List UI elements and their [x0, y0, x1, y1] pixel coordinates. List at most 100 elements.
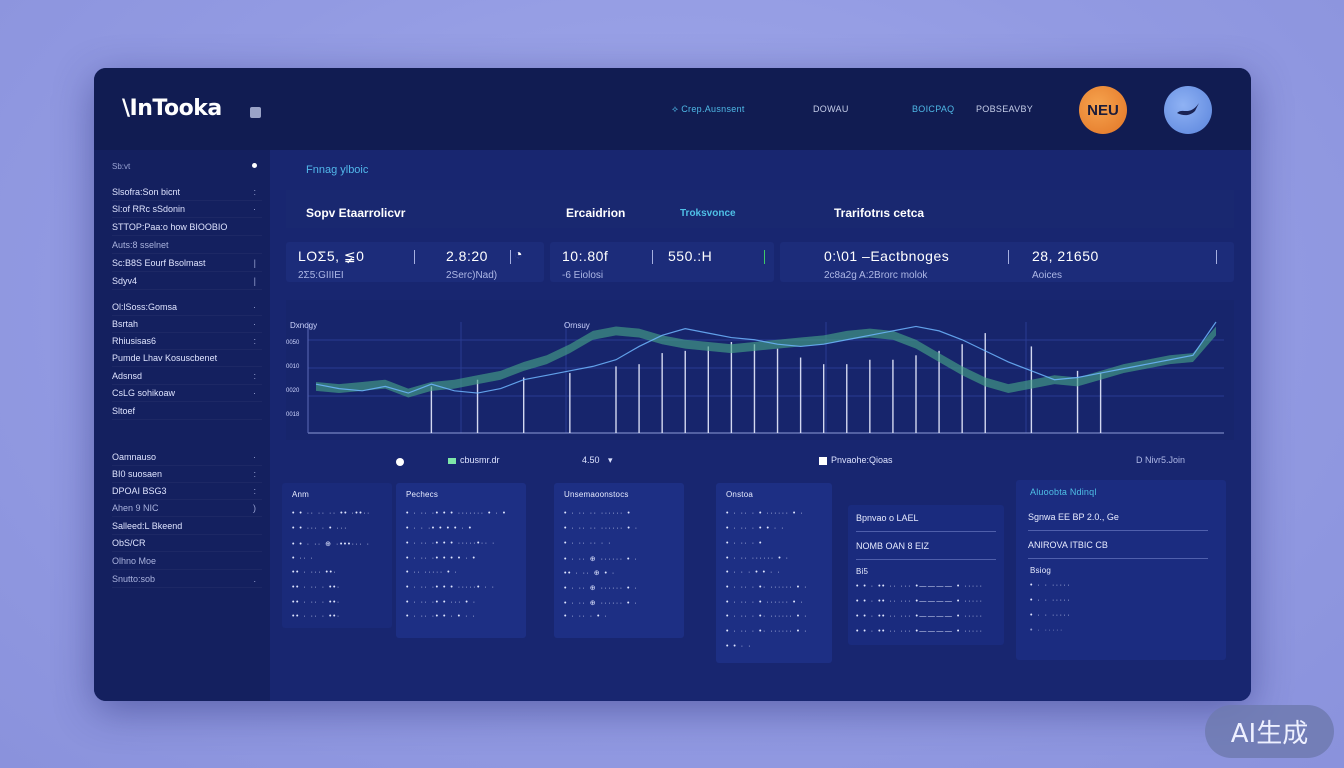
kpi-value: 10:.80f: [562, 248, 609, 264]
kpi-card[interactable]: 0:\01 –Eactbnoges 2c8a2g A:2Brorc molok …: [780, 242, 1234, 282]
card-row: •• · ··· ••·: [292, 569, 338, 576]
checkbox-icon: [819, 456, 827, 465]
main-content: Fnnag ylboic Sopv Etaarrolicvr Ercaidrio…: [270, 150, 1251, 701]
sidebar-item[interactable]: Sdyv4 |: [112, 276, 262, 290]
data-card[interactable]: Anm • • ·· ·· ·· •• ·••·· • • ··· · • ··…: [282, 483, 392, 628]
card-row: • · ·· ⊕ ······ • ·: [564, 600, 639, 607]
pulse-icon: ⟡: [672, 104, 679, 114]
sidebar-item[interactable]: Sl:of RRc sSdonin ·: [112, 204, 262, 218]
legend-swatch-icon: [448, 457, 456, 464]
date-label[interactable]: D Nivr5.Join: [1136, 455, 1186, 465]
value-select[interactable]: 4.50 ▾: [582, 455, 613, 465]
card-row: • · ·· ······ • ·: [726, 555, 790, 562]
svg-text:0020: 0020: [286, 388, 300, 394]
sidebar-item[interactable]: Auts:8 sselnet: [112, 240, 262, 254]
card-row: • • · ·· ⊕ ·•••··· ·: [292, 541, 371, 548]
sidebar-item[interactable]: Salleed:L Bkeend: [112, 521, 262, 535]
card-row: • • ·· ·· ·· •• ·••··: [292, 510, 371, 517]
gauge-icon: ◔: [514, 246, 523, 262]
card-row: • · ·· ·• • • ·····• · ·: [406, 584, 496, 591]
sidebar-item[interactable]: Ol:lSoss:Gomsa ·: [112, 302, 262, 316]
svg-text:0018: 0018: [286, 412, 300, 418]
sidebar-item[interactable]: Bsrtah ·: [112, 319, 262, 333]
kpi-card[interactable]: LOΣ5, ≨0 2Σ5:GIIIEI 2.8:20 2Serc)Nad) ◔: [286, 242, 544, 282]
card-row: • · ·· ⊕ ······ • ·: [564, 585, 639, 592]
card-row: • · ·· · •: [726, 540, 764, 547]
kpi-sub: Aoices: [1032, 270, 1063, 281]
card-row: • • · •• ·· ··· •———— • ·····: [856, 598, 984, 605]
sidebar-item[interactable]: CsLG sohikoaw ·: [112, 388, 262, 402]
avatar-user-blue[interactable]: [1164, 86, 1212, 134]
card-row: • ·· ·: [292, 555, 315, 562]
kpi-value: 0:\01 –Eactbnoges: [824, 248, 950, 264]
card-row: • · ·· ·• • • • · •: [406, 555, 477, 562]
app-logo[interactable]: \InTooka: [122, 96, 222, 121]
card-row: • · ·· ·• • · • · ·: [406, 613, 477, 620]
sidebar-status-dot: [252, 163, 257, 168]
sidebar-item[interactable]: Sltoef: [112, 406, 262, 420]
card-row: • ·· ····· • ·: [406, 569, 459, 576]
nav-item-1[interactable]: ⟡ Crep.Ausnsent: [672, 104, 745, 114]
card-row: • · ·· ·• • • ······· • · •: [406, 510, 507, 517]
nav-item-2[interactable]: DOWAU: [813, 104, 849, 114]
card-row: • • · •• ·· ··· •———— • ·····: [856, 583, 984, 590]
sidebar-item[interactable]: Ahen 9 NIC): [112, 503, 262, 517]
sidebar-item[interactable]: Rhiusisas6:: [112, 336, 262, 350]
card-title: Anm: [292, 490, 310, 499]
card-row: • · ·· · • ·: [564, 613, 609, 620]
nav-item-4[interactable]: POBSEAVBY: [976, 104, 1034, 114]
card-subtitle: Bi5: [856, 567, 869, 576]
checkbox-option[interactable]: Pnvaohe:Qioas: [819, 455, 893, 465]
kpi-sub: 2Serc)Nad): [446, 270, 498, 281]
sidebar-item[interactable]: Adsnsd:: [112, 371, 262, 385]
sidebar-item[interactable]: DPOAI BSG3:: [112, 486, 262, 500]
section-label: Fnnag ylboic: [306, 164, 369, 176]
sidebar-item[interactable]: Pumde Lhav Kosuscbenet: [112, 353, 262, 367]
divider: [414, 250, 415, 264]
card-row: • · · ·····: [1030, 612, 1072, 619]
sidebar-item[interactable]: ObS/CR: [112, 538, 262, 552]
kpi-header: Sopv Etaarrolicvr: [306, 206, 406, 220]
card-row: •• · ·· ⊕ • ·: [564, 570, 616, 577]
legend-item[interactable]: cbusmr.dr: [448, 455, 500, 465]
card-row: • · · ·• • • • · •: [406, 525, 473, 532]
sidebar-item[interactable]: Snutto:sob.: [112, 574, 262, 588]
price-chart[interactable]: Dxnogy Ornsuy 0050 0010 0020 0018: [286, 300, 1234, 440]
kpi-value: 28, 21650: [1032, 248, 1099, 264]
data-card[interactable]: Pechecs • · ·· ·• • • ······· • · • • · …: [396, 483, 526, 638]
data-card[interactable]: Unsemaoonstocs • · ·· ·· ······ • • · ··…: [554, 483, 684, 638]
trend-marker: [764, 250, 765, 264]
info-row: NOMB OAN 8 EIZ: [856, 541, 996, 560]
card-row: • • · ·: [726, 643, 752, 650]
sidebar-header: Sb:vt: [112, 162, 131, 171]
card-row: •• · ·· · ••·: [292, 613, 341, 620]
kpi-card[interactable]: 10:.80f -6 Eiolosi 550.:H: [550, 242, 774, 282]
card-row: • • · •• ·· ··· •———— • ·····: [856, 628, 984, 635]
sidebar-item[interactable]: Slsofra:Son bicnt:: [112, 187, 262, 201]
data-card[interactable]: Onstoa • · ·· · • ······ • · • · ·· · • …: [716, 483, 832, 663]
nav-item-3[interactable]: BOICPAQ: [912, 104, 955, 114]
card-row: • · ·· · • ······ • ·: [726, 510, 805, 517]
card-title: Unsemaoonstocs: [564, 490, 629, 499]
card-subtitle: Bsiog: [1030, 566, 1052, 575]
sidebar-item[interactable]: Olhno Moe: [112, 556, 262, 570]
sidebar-item[interactable]: Sc:B8S Eourf Bsolmast |: [112, 258, 262, 272]
record-dot-icon[interactable]: [396, 458, 404, 466]
card-row: • · ·· · • • · ·: [726, 525, 785, 532]
avatar-user-orange[interactable]: NEU: [1079, 86, 1127, 134]
card-row: • · ·· ·• • • ·····•·· ·: [406, 540, 496, 547]
kpi-header: Ercaidrion: [566, 206, 626, 220]
svg-text:Dxnogy: Dxnogy: [290, 321, 317, 330]
card-row: • · ·· · •· ······ • ·: [726, 628, 808, 635]
divider: [652, 250, 653, 264]
sidebar-item[interactable]: BI0 suosaen:: [112, 469, 262, 483]
card-title: Onstoa: [726, 490, 753, 499]
info-card[interactable]: Aluoobta Ndinql Sgnwa EE BP 2.0., Ge ANI…: [1016, 480, 1226, 660]
info-card[interactable]: Bpnvao o LAEL NOMB OAN 8 EIZ Bi5 • • · •…: [848, 505, 1004, 645]
info-row: Sgnwa EE BP 2.0., Ge: [1028, 512, 1208, 531]
kpi-sub: 2c8a2g A:2Brorc molok: [824, 270, 928, 281]
kpi-header: Troksvonce: [680, 208, 736, 219]
sidebar-item[interactable]: Oamnauso ·: [112, 452, 262, 466]
sidebar-item[interactable]: STTOP:Paa:o how BIOOBIO: [112, 222, 262, 236]
card-row: •• · ·· · ••·: [292, 599, 341, 606]
